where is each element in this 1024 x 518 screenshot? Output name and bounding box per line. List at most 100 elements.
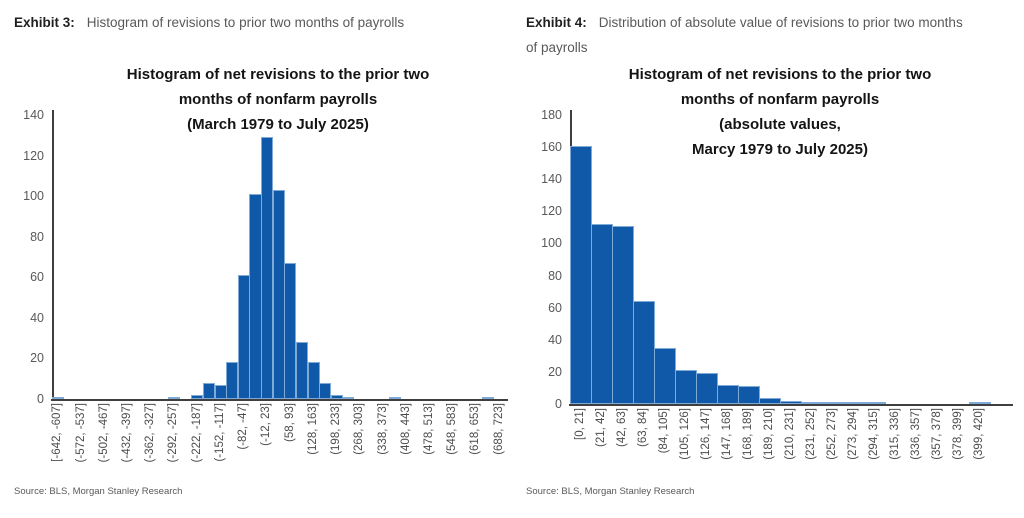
- x-axis-label: (268, 303]: [353, 403, 366, 455]
- x-axis-label: (-432, -397]: [121, 403, 133, 463]
- y-axis-label: 40: [548, 332, 562, 347]
- chart-title-line: (March 1979 to July 2025): [187, 116, 369, 133]
- x-axis-label: (-292, -257]: [167, 403, 180, 463]
- histogram-bar: [191, 394, 204, 399]
- x-axis-label: (42, 63]: [616, 408, 628, 447]
- x-axis-label: (378, 399]: [952, 408, 964, 460]
- x-axis-label: (399, 420]: [973, 408, 985, 460]
- histogram-bar: [843, 402, 865, 405]
- x-axis-label: (168, 189]: [742, 408, 754, 460]
- x-axis-label: [0, 21]: [574, 408, 586, 440]
- x-axis-label: (128, 163]: [306, 403, 319, 455]
- y-axis-label: 20: [30, 351, 44, 366]
- chart-title-line: Histogram of net revisions to the prior …: [126, 66, 430, 83]
- exhibit-3-label: Exhibit 3:: [14, 15, 75, 30]
- histogram-bar: [801, 402, 823, 405]
- x-axis-label: (21, 42]: [595, 408, 607, 447]
- histogram-bar: [249, 194, 262, 399]
- chart-title-line: Marcy 1979 to July 2025): [692, 141, 868, 158]
- y-axis-label: 180: [541, 108, 562, 122]
- histogram-bar: [388, 396, 401, 399]
- exhibit-4-description: Distribution of absolute value of revisi…: [526, 15, 963, 55]
- x-axis-label: (-222, -187]: [190, 403, 203, 463]
- exhibit-3-header: Exhibit 3: Histogram of revisions to prio…: [14, 10, 414, 35]
- histogram-bar: [52, 396, 65, 399]
- histogram-bar: [307, 362, 320, 399]
- histogram-bar: [591, 224, 613, 404]
- x-axis-label: (336, 357]: [910, 408, 922, 460]
- x-axis-label: (-502, -467]: [97, 403, 110, 463]
- x-axis-label: (105, 126]: [679, 408, 691, 460]
- histogram-bar: [342, 396, 355, 399]
- x-axis-label: (-12, 23]: [260, 403, 273, 446]
- source-note-left: Source: BLS, Morgan Stanley Research: [14, 486, 183, 497]
- y-axis-label: 140: [541, 172, 562, 187]
- y-axis-label: 80: [30, 229, 44, 244]
- histogram-bar: [717, 384, 739, 404]
- histogram-bar: [654, 347, 676, 404]
- x-axis-line: [51, 399, 508, 401]
- chart-title-line: (absolute values,: [719, 116, 841, 133]
- histogram-bar: [633, 301, 655, 404]
- exhibit-4-label: Exhibit 4:: [526, 15, 587, 30]
- y-axis-label: 0: [37, 392, 44, 406]
- histogram-bar: [226, 362, 239, 399]
- x-axis-label: (338, 373]: [376, 403, 389, 455]
- histogram-bar: [969, 402, 991, 405]
- x-axis-label: (198, 233]: [330, 403, 343, 455]
- histogram-bar: [319, 382, 332, 399]
- histogram-bar: [330, 394, 343, 399]
- x-axis-label: (231, 252]: [805, 408, 817, 460]
- chart-title-left: Histogram of net revisions to the prior …: [58, 62, 498, 137]
- histogram-bar: [822, 402, 844, 405]
- y-axis-label: 160: [541, 140, 562, 155]
- histogram-bar: [738, 386, 760, 404]
- x-axis-label: (-152, -117]: [213, 403, 226, 462]
- y-axis-label: 40: [30, 310, 44, 325]
- histogram-bar: [675, 370, 697, 404]
- histogram-bar: [696, 373, 718, 404]
- x-axis-label: (63, 84]: [637, 408, 649, 447]
- x-axis-label: (-572, -537]: [74, 403, 87, 463]
- histogram-bar: [237, 275, 250, 399]
- x-axis-line: [569, 404, 1013, 406]
- x-axis-label: (315, 336]: [889, 408, 901, 460]
- y-axis-label: 120: [541, 204, 562, 219]
- exhibit-3-description: Histogram of revisions to prior two mont…: [86, 15, 405, 30]
- y-axis-line: [52, 110, 54, 401]
- histogram-bar: [780, 400, 802, 404]
- histogram-bar: [261, 137, 274, 399]
- x-axis-label: (147, 168]: [721, 408, 733, 460]
- y-axis-label: 20: [548, 364, 562, 379]
- x-axis-label: (408, 443]: [399, 403, 412, 455]
- x-axis-label: (-362, -327]: [144, 403, 157, 463]
- y-axis-label: 60: [30, 270, 44, 285]
- y-axis-label: 0: [555, 397, 562, 411]
- x-axis-label: (618, 653]: [469, 403, 482, 455]
- chart-title-line: months of nonfarm payrolls: [680, 91, 880, 108]
- histogram-bar: [759, 397, 781, 404]
- x-axis-label: (210, 231]: [784, 408, 796, 460]
- x-axis-label: (478, 513]: [423, 403, 435, 455]
- histogram-bar: [214, 384, 227, 399]
- x-axis-label: (-82, -47]: [237, 403, 250, 450]
- histogram-bar: [481, 396, 494, 399]
- x-axis-label: (252, 273]: [826, 408, 838, 460]
- x-axis-label: [-642, -607]: [51, 403, 64, 462]
- y-axis-label: 100: [23, 189, 44, 204]
- chart-title-line: Histogram of net revisions to the prior …: [628, 66, 932, 83]
- y-axis-label: 120: [23, 148, 44, 163]
- x-axis-label: (189, 210]: [763, 408, 775, 460]
- x-axis-label: (294, 315]: [868, 408, 880, 460]
- histogram-bar: [864, 402, 886, 405]
- x-axis-label: (688, 723]: [492, 403, 505, 455]
- chart-title-right: Histogram of net revisions to the prior …: [560, 62, 1000, 162]
- histogram-bar: [203, 382, 216, 399]
- histogram-bar: [272, 190, 285, 399]
- x-axis-label: (58, 93]: [283, 403, 296, 442]
- source-note-right: Source: BLS, Morgan Stanley Research: [526, 486, 695, 497]
- y-axis-label: 100: [541, 236, 562, 251]
- x-axis-label: (84, 105]: [658, 408, 670, 454]
- x-axis-label: (548, 583]: [446, 403, 459, 455]
- chart-title-line: months of nonfarm payrolls: [178, 91, 378, 108]
